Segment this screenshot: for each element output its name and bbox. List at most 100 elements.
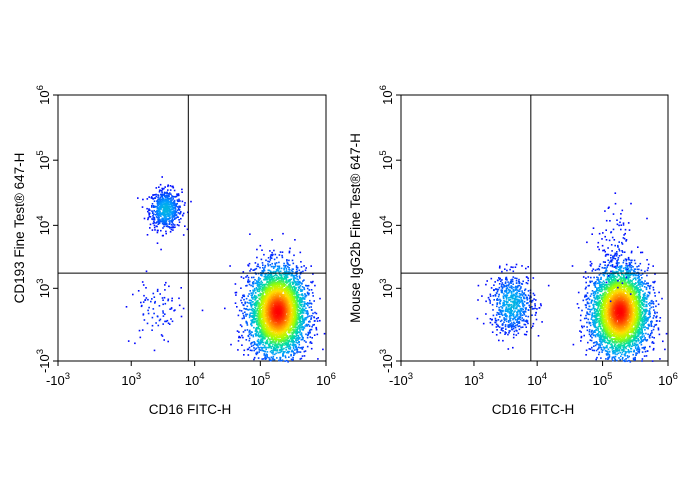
event-dot	[268, 303, 271, 306]
event-dot	[295, 313, 298, 316]
event-dot	[253, 316, 255, 319]
event-dot	[254, 309, 256, 312]
event-dot	[280, 267, 283, 270]
event-dot	[276, 309, 278, 311]
event-dot	[247, 309, 250, 311]
event-dot	[289, 298, 292, 300]
event-dot	[257, 307, 260, 310]
event-dot	[283, 299, 285, 302]
event-dot	[499, 332, 502, 334]
event-dot	[292, 325, 294, 327]
event-dot	[535, 318, 538, 321]
event-dot	[275, 262, 278, 264]
event-dot	[312, 295, 314, 297]
event-dot	[269, 332, 271, 335]
event-dot	[255, 331, 258, 333]
event-dot	[523, 333, 526, 336]
event-dot	[307, 331, 310, 334]
event-dot	[259, 318, 262, 320]
event-dot	[165, 210, 167, 213]
event-dot	[312, 280, 314, 283]
event-dot	[257, 357, 260, 359]
event-dot	[301, 335, 303, 337]
event-dot	[280, 283, 283, 286]
event-dot	[256, 317, 258, 320]
event-dot	[280, 278, 283, 280]
event-dot	[298, 287, 300, 289]
event-dot	[285, 333, 287, 335]
event-dot	[297, 346, 300, 349]
event-dot	[237, 340, 240, 342]
event-dot	[255, 334, 257, 337]
event-dot	[268, 269, 271, 272]
event-dot	[178, 304, 181, 307]
event-dot	[282, 294, 285, 296]
event-dot	[278, 297, 281, 300]
event-dot	[295, 322, 298, 325]
event-dot	[268, 335, 271, 337]
event-dot	[161, 199, 163, 202]
event-dot	[287, 316, 290, 319]
event-dot	[174, 196, 176, 198]
event-dot	[234, 291, 237, 294]
event-dot	[299, 358, 302, 360]
event-dot	[165, 320, 167, 323]
event-dot	[279, 339, 282, 341]
event-dot	[164, 213, 166, 216]
event-dot	[316, 320, 319, 322]
event-dot	[283, 264, 285, 267]
event-dot	[272, 353, 274, 355]
event-dot	[245, 320, 247, 323]
event-dot	[295, 306, 297, 309]
event-dot	[182, 212, 185, 215]
event-dot	[264, 328, 267, 330]
event-dot	[250, 323, 252, 326]
event-dot	[289, 271, 291, 273]
event-dot	[295, 299, 297, 302]
event-dot	[248, 262, 251, 265]
event-dot	[275, 269, 278, 271]
event-dot	[289, 280, 291, 282]
event-dot	[190, 200, 192, 203]
event-dot	[249, 312, 252, 314]
event-dot	[291, 296, 293, 298]
event-dot	[264, 350, 267, 353]
event-dot	[300, 332, 303, 334]
event-dot	[301, 318, 304, 320]
event-dot	[166, 209, 168, 212]
event-dot	[264, 299, 267, 302]
event-dot	[268, 346, 271, 348]
event-dot	[182, 234, 185, 236]
event-dot	[283, 337, 285, 339]
event-dot	[264, 323, 266, 326]
event-dot	[244, 329, 246, 332]
event-dot	[280, 287, 283, 289]
event-dot	[297, 316, 299, 319]
event-dot	[167, 322, 170, 324]
event-dot	[152, 308, 155, 310]
event-dot	[264, 266, 266, 269]
event-dot	[292, 329, 295, 332]
event-dot	[507, 333, 509, 336]
event-dot	[288, 350, 291, 353]
event-dot	[273, 327, 276, 330]
event-dot	[291, 311, 294, 314]
event-dot	[281, 334, 283, 336]
event-dot	[181, 188, 183, 191]
event-dot	[270, 302, 272, 304]
event-dot	[266, 339, 269, 341]
event-dot	[172, 226, 175, 229]
event-dot	[295, 274, 298, 276]
event-dot	[252, 269, 254, 271]
event-dot	[264, 325, 266, 327]
event-dot	[159, 293, 161, 295]
event-dot	[289, 279, 291, 281]
event-dot	[288, 280, 290, 282]
event-dot	[292, 289, 294, 291]
event-dot	[258, 328, 260, 330]
event-dot	[527, 277, 529, 279]
event-dot	[290, 285, 292, 287]
event-dot	[289, 289, 291, 292]
event-dot	[166, 212, 169, 215]
event-dot	[278, 317, 280, 319]
